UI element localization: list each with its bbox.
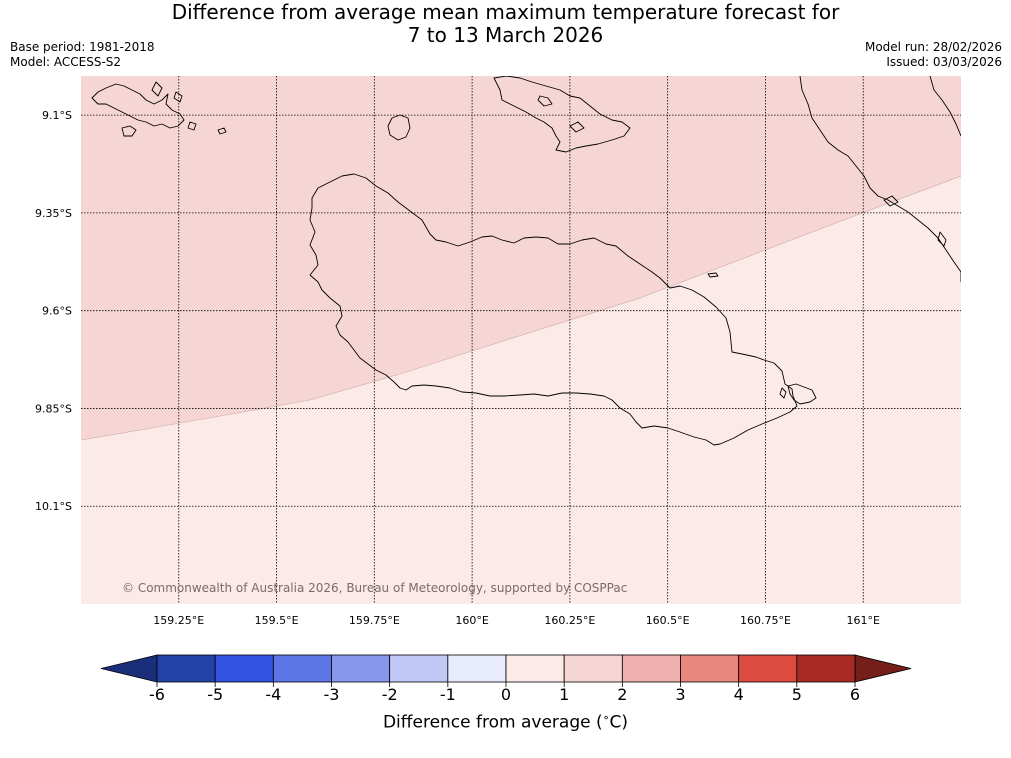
lat-label: 10.1°S [35, 500, 72, 513]
model-name: Model: ACCESS-S2 [10, 55, 122, 69]
coast-malaita [799, 76, 961, 282]
coast-nggela-islands [493, 76, 631, 153]
colorbar-box-4 [389, 654, 449, 683]
colorbar-over-arrow [854, 654, 912, 683]
colorbar-box-9 [680, 654, 740, 683]
lon-label: 160.75°E [740, 614, 791, 627]
lon-label: 160.5°E [646, 614, 690, 627]
coast-savo-island [387, 114, 411, 141]
coast-russell-islands [91, 81, 227, 137]
colorbar-box-3 [331, 654, 391, 683]
lat-label: 9.35°S [35, 207, 72, 220]
colorbar-under-arrow [100, 654, 158, 683]
copyright-text: © Commonwealth of Australia 2026, Bureau… [122, 581, 627, 595]
colorbar-tick-label: 5 [792, 685, 802, 704]
colorbar-tick-label: 6 [850, 685, 860, 704]
lon-label: 161°E [846, 614, 879, 627]
lon-label: 159.75°E [349, 614, 400, 627]
lat-label: 9.85°S [35, 402, 72, 415]
colorbar-boxes [100, 654, 912, 683]
model-run: Model run: 28/02/2026 [864, 40, 1002, 54]
region-1-to-2 [81, 76, 961, 440]
lat-label: 9.1°S [42, 109, 72, 122]
coastlines [91, 76, 961, 446]
colorbar-box-8 [621, 654, 681, 683]
base-period: Base period: 1981-2018 [10, 40, 155, 54]
colorbar-box-11 [796, 654, 856, 683]
issued-date: Issued: 03/03/2026 [886, 55, 1002, 69]
lon-label: 160.25°E [544, 614, 595, 627]
gridlines [81, 76, 961, 604]
coast-guadalcanal [309, 173, 798, 446]
chart-title-line-1: Difference from average mean maximum tem… [171, 0, 840, 24]
colorbar-tick-label: -3 [324, 685, 340, 704]
colorbar-tick-label: 0 [501, 685, 511, 704]
lat-label: 9.6°S [42, 305, 72, 318]
region-boundary [81, 175, 961, 441]
colorbar-tick-label: -1 [440, 685, 456, 704]
colorbar-box-6 [505, 654, 565, 683]
colorbar-label-unit: C) [609, 712, 629, 733]
colorbar-tick-label: -5 [207, 685, 223, 704]
colorbar-tick-label: 4 [734, 685, 744, 704]
colorbar-tick-label: -2 [382, 685, 398, 704]
lon-label: 159.5°E [255, 614, 299, 627]
colorbar-tick-label: -4 [265, 685, 281, 704]
colorbar-tick-label: -6 [149, 685, 165, 704]
lat-labels: 9.1°S 9.35°S 9.6°S 9.85°S 10.1°S [35, 109, 72, 513]
colorbar-label: Difference from average (∘C) [0, 711, 1011, 733]
colorbar-tick-label: 2 [617, 685, 627, 704]
meta-left: Base period: 1981-2018 Model: ACCESS-S2 [10, 40, 155, 70]
colorbar-box-10 [738, 654, 798, 683]
coast-islet-east [707, 272, 719, 278]
colorbar-box-5 [447, 654, 507, 683]
lon-label: 159.25°E [153, 614, 204, 627]
meta-right: Model run: 28/02/2026 Issued: 03/03/2026 [865, 40, 1002, 70]
colorbar-box-7 [563, 654, 623, 683]
lon-labels: 159.25°E 159.5°E 159.75°E 160°E 160.25°E 160.… [153, 614, 880, 627]
colorbar-box-2 [272, 654, 332, 683]
chart-title-line-2: 7 to 13 March 2026 [407, 23, 604, 47]
colorbar-box-0 [156, 654, 216, 683]
lon-label: 160°E [455, 614, 488, 627]
colorbar-box-1 [214, 654, 274, 683]
colorbar-ticks: -6 -5 -4 -3 -2 -1 0 1 2 3 4 5 6 [149, 682, 860, 704]
colorbar-tick-label: 3 [675, 685, 685, 704]
degree-symbol: ∘ [602, 711, 610, 724]
colorbar-tick-label: 1 [559, 685, 569, 704]
colorbar-label-text: Difference from average ( [382, 712, 603, 733]
coast-marau-islets [779, 383, 817, 405]
